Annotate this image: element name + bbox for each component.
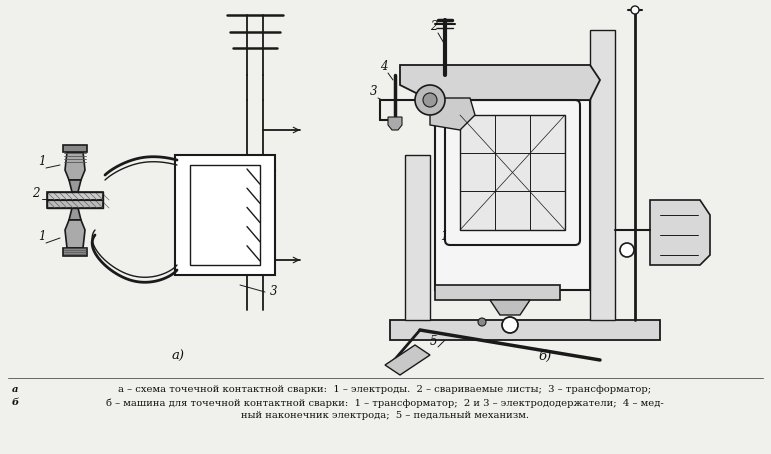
Polygon shape	[47, 200, 103, 208]
Polygon shape	[400, 65, 600, 100]
Text: 3: 3	[270, 285, 278, 298]
Text: б – машина для точечной контактной сварки:  1 – трансформатор;  2 и 3 – электрод: б – машина для точечной контактной сварк…	[106, 398, 664, 408]
Polygon shape	[390, 320, 660, 340]
Polygon shape	[65, 220, 85, 248]
Polygon shape	[590, 30, 615, 320]
Polygon shape	[63, 248, 87, 256]
Text: б): б)	[538, 350, 551, 363]
Polygon shape	[47, 192, 103, 200]
Circle shape	[631, 6, 639, 14]
Polygon shape	[405, 155, 430, 320]
Polygon shape	[69, 208, 81, 220]
Polygon shape	[385, 345, 430, 375]
Polygon shape	[490, 300, 530, 315]
Circle shape	[478, 318, 486, 326]
Text: 1: 1	[440, 230, 447, 243]
Polygon shape	[435, 285, 560, 300]
Circle shape	[620, 243, 634, 257]
Polygon shape	[388, 117, 402, 130]
Text: 3: 3	[370, 85, 378, 98]
Bar	[190, 165, 260, 265]
Circle shape	[423, 93, 437, 107]
Polygon shape	[435, 100, 590, 290]
Polygon shape	[65, 152, 85, 180]
Circle shape	[415, 85, 445, 115]
Text: а): а)	[171, 350, 184, 363]
Polygon shape	[430, 98, 475, 130]
Text: а – схема точечной контактной сварки:  1 – электроды.  2 – свариваемые листы;  3: а – схема точечной контактной сварки: 1 …	[119, 385, 651, 394]
Text: 2: 2	[430, 20, 437, 33]
Text: б: б	[12, 398, 19, 407]
Text: 2: 2	[32, 187, 39, 200]
Polygon shape	[69, 180, 81, 192]
Polygon shape	[650, 200, 710, 265]
Text: 5: 5	[430, 335, 437, 348]
Text: 1: 1	[38, 155, 45, 168]
Text: 1: 1	[38, 230, 45, 243]
Text: а: а	[12, 385, 19, 394]
Polygon shape	[63, 145, 87, 152]
Text: ный наконечник электрода;  5 – педальный механизм.: ный наконечник электрода; 5 – педальный …	[241, 411, 529, 420]
Bar	[175, 155, 275, 275]
Polygon shape	[460, 115, 565, 230]
Circle shape	[502, 317, 518, 333]
Text: 4: 4	[380, 60, 388, 73]
